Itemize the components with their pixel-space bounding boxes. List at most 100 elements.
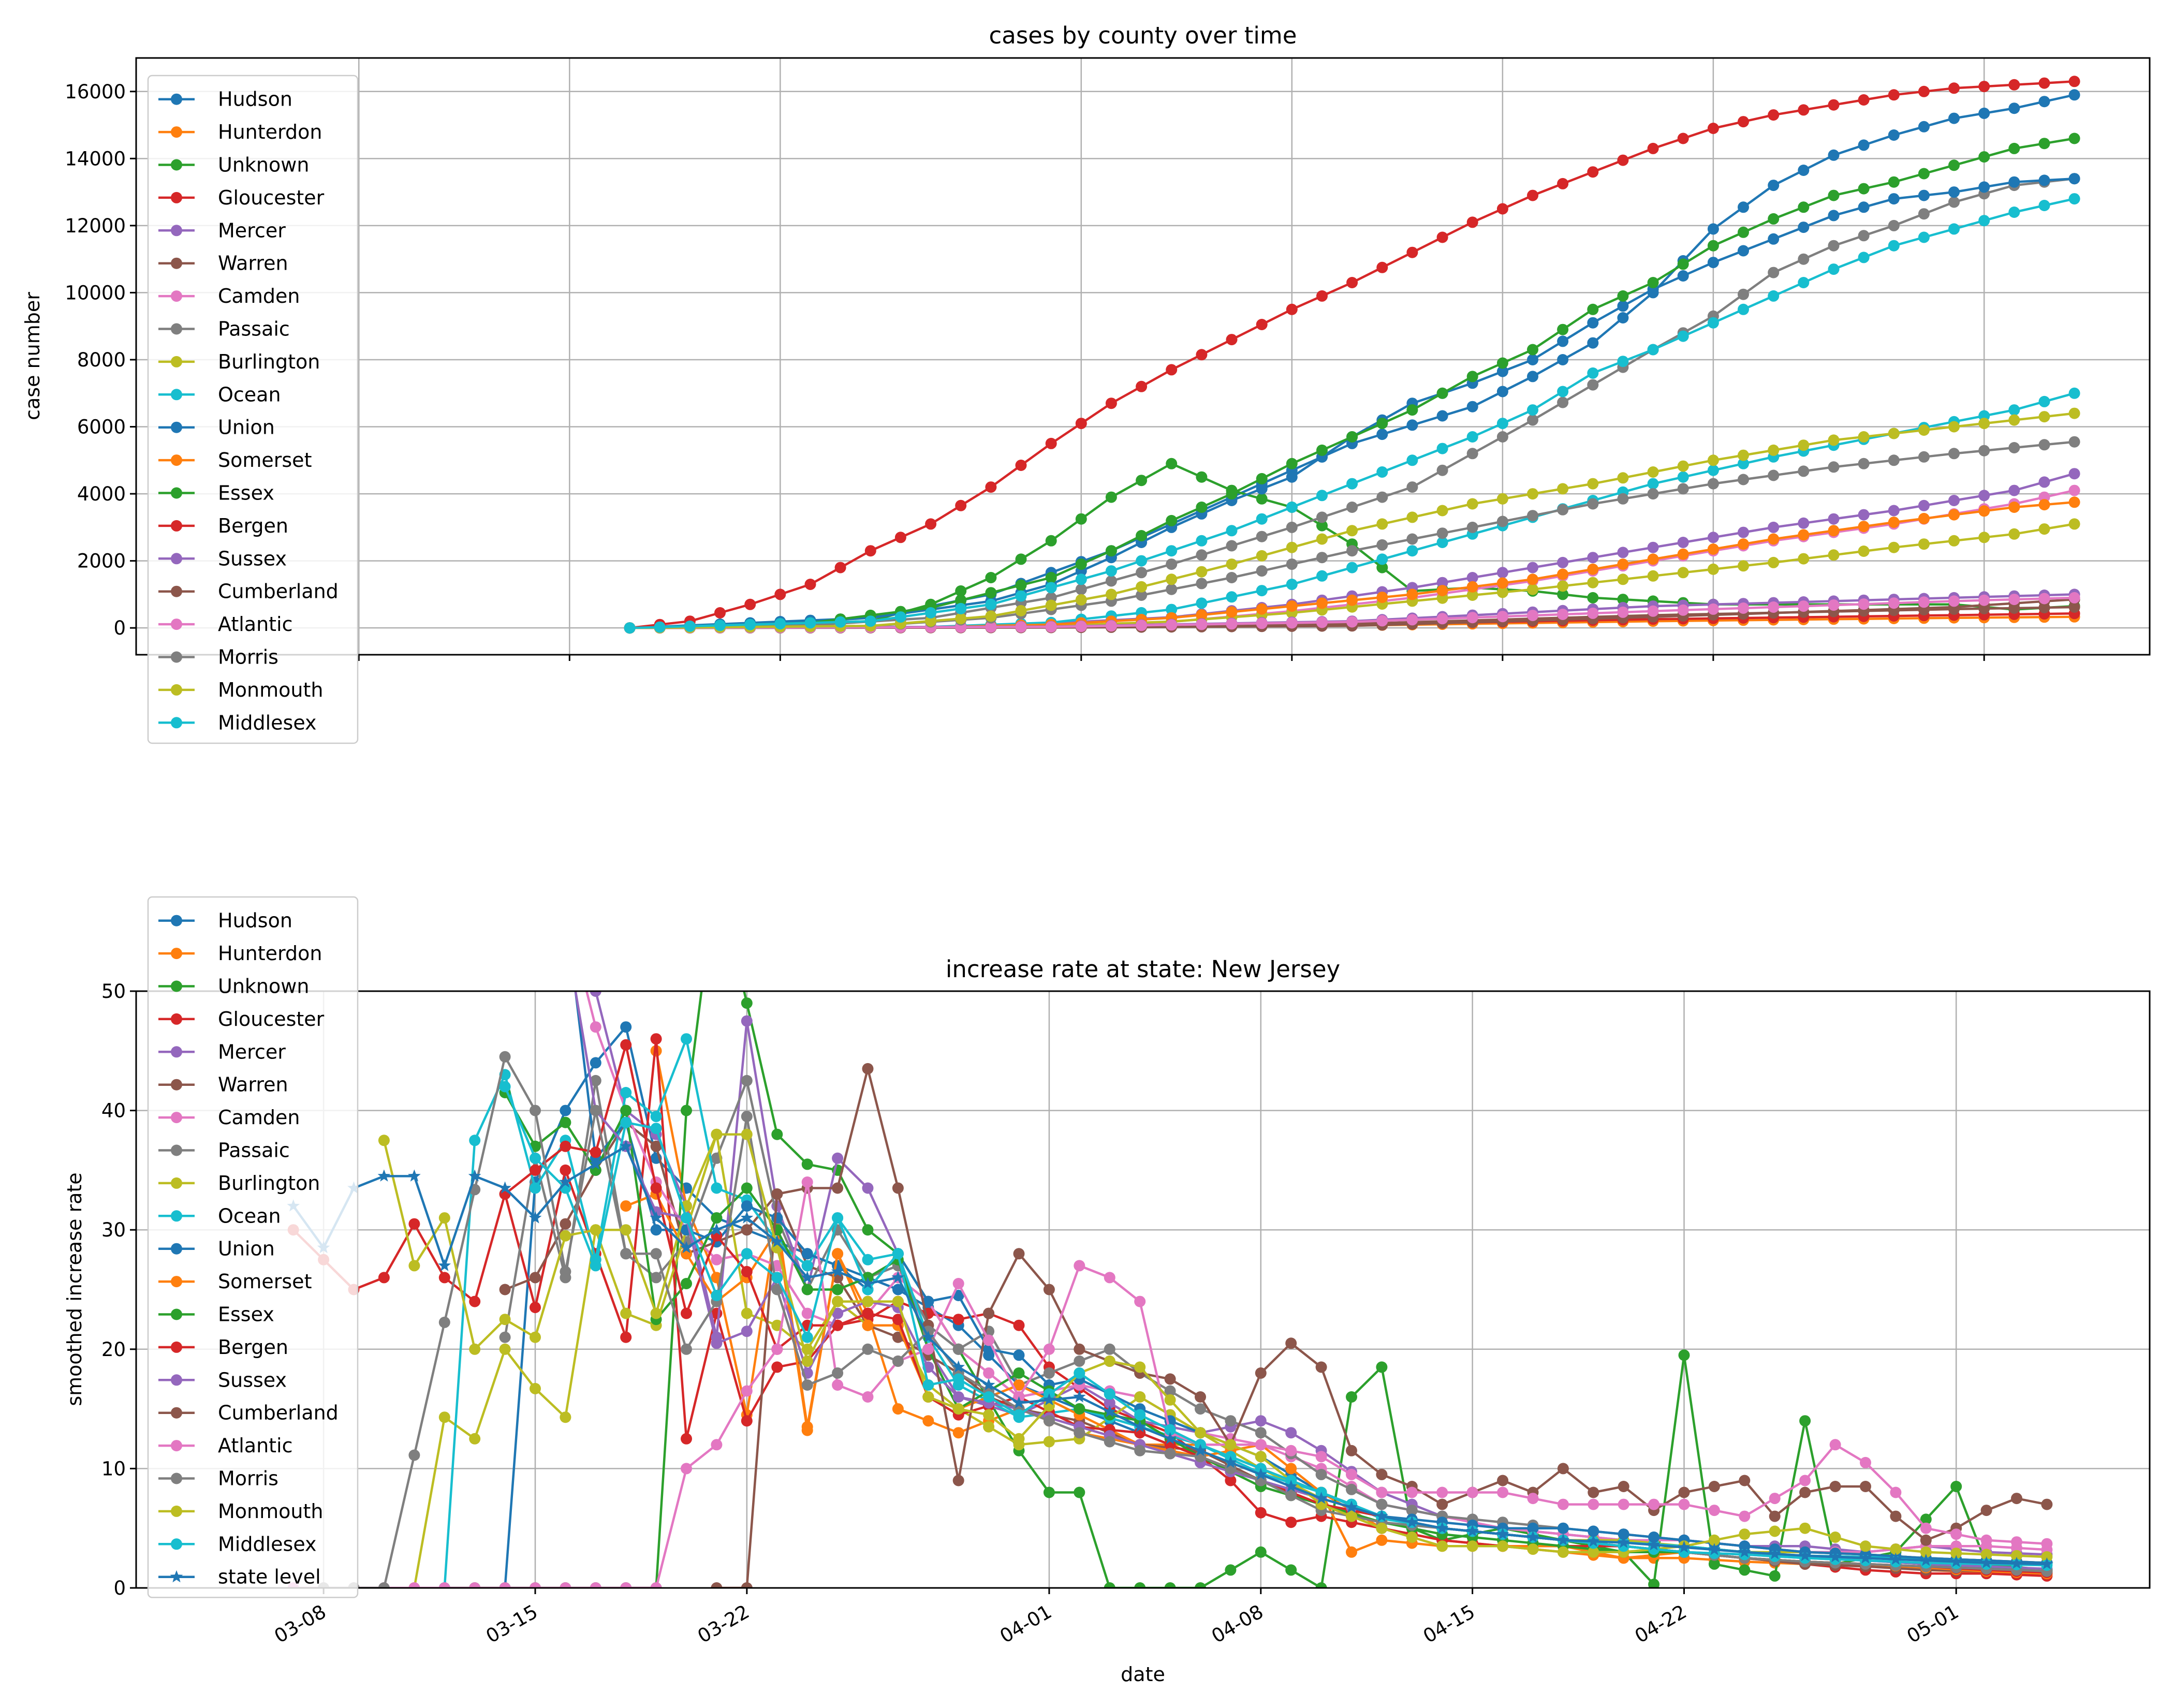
data-point <box>1133 1420 1147 1433</box>
data-point <box>1948 535 1960 547</box>
data-point <box>1739 1564 1751 1576</box>
legend-label: Atlantic <box>218 613 293 636</box>
data-point <box>1286 458 1298 469</box>
data-point <box>1406 511 1418 523</box>
data-point <box>801 1158 813 1170</box>
data-point <box>499 1081 511 1093</box>
data-point <box>1105 588 1117 600</box>
y-tick-label: 16000 <box>65 81 126 103</box>
legend-label: Cumberland <box>218 580 339 603</box>
legend-marker <box>171 290 182 302</box>
data-point <box>1948 186 1960 198</box>
series-line <box>324 1055 2047 1588</box>
legend-entry: Mercer <box>158 1040 286 1063</box>
data-point <box>620 1248 632 1260</box>
x-tick-label: 04-01 <box>996 1600 1055 1647</box>
y-tick-label: 4000 <box>77 483 126 505</box>
data-point <box>1436 387 1448 399</box>
data-point <box>922 1415 934 1427</box>
data-point <box>681 1033 692 1045</box>
data-point <box>650 1248 662 1260</box>
data-point <box>1195 1582 1206 1588</box>
data-point <box>620 1582 632 1588</box>
data-point <box>1226 591 1238 603</box>
legend-entry: Camden <box>158 285 300 307</box>
data-point <box>1196 502 1208 513</box>
data-point <box>1587 317 1599 329</box>
series-hudson <box>499 1021 2053 1588</box>
data-point <box>1739 1475 1751 1486</box>
legend-entry: Bergen <box>158 1336 288 1359</box>
legend-label: Essex <box>218 482 274 505</box>
legend-entry: Monmouth <box>158 679 323 701</box>
data-point <box>1043 1436 1055 1448</box>
data-point <box>1105 565 1117 577</box>
data-point <box>1768 213 1780 225</box>
data-point <box>1647 277 1659 288</box>
legend-entry: Cumberland <box>158 1402 339 1424</box>
data-point <box>1978 181 1990 193</box>
data-point <box>1075 583 1087 595</box>
data-point <box>650 1111 662 1123</box>
legend-marker <box>171 948 182 960</box>
data-point <box>1015 460 1027 471</box>
data-point <box>1015 605 1027 616</box>
data-point <box>771 1272 783 1284</box>
data-point <box>774 588 786 600</box>
legend-entry: Hudson <box>158 88 292 111</box>
data-point <box>985 572 997 583</box>
data-point <box>650 1272 662 1284</box>
data-point <box>952 1475 964 1486</box>
legend-box <box>147 75 359 744</box>
data-point <box>1195 1391 1206 1403</box>
legend-label: Cumberland <box>218 1402 339 1424</box>
data-point <box>1918 451 1930 463</box>
data-point <box>1285 1516 1297 1528</box>
legend-marker <box>171 356 182 367</box>
data-point <box>1918 121 1930 132</box>
data-point <box>1707 223 1719 235</box>
data-point <box>741 1415 753 1427</box>
data-point <box>714 607 726 619</box>
data-point <box>1707 478 1719 490</box>
data-point <box>1888 597 1900 609</box>
data-point <box>560 1105 571 1116</box>
data-point <box>862 1343 874 1355</box>
data-point <box>1858 94 1870 106</box>
data-point <box>560 902 571 914</box>
series-line <box>292 1037 2047 1578</box>
data-point <box>1104 1582 1115 1588</box>
legend-label: Somerset <box>218 449 312 472</box>
data-point <box>741 1265 753 1277</box>
data-point <box>1045 535 1057 547</box>
data-point <box>1587 552 1599 564</box>
data-point <box>1948 159 1960 171</box>
data-point <box>1948 448 1960 460</box>
data-point <box>2010 1556 2023 1569</box>
data-point <box>620 1021 632 1033</box>
legend-label: Hudson <box>218 88 292 111</box>
data-point <box>892 1355 904 1367</box>
data-point <box>1256 483 1268 495</box>
x-tick-label: 03-08 <box>271 1600 330 1647</box>
data-point <box>1617 594 1629 606</box>
data-point <box>1015 590 1027 602</box>
data-point <box>892 1295 904 1307</box>
data-point <box>1376 518 1388 530</box>
data-point <box>1738 526 1749 538</box>
data-point <box>1677 330 1689 342</box>
data-point <box>1346 562 1358 573</box>
legend-entry: Monmouth <box>158 1500 323 1523</box>
data-point <box>1256 473 1268 484</box>
data-point <box>1587 592 1599 603</box>
data-point <box>1527 510 1538 522</box>
data-point <box>1496 203 1508 215</box>
data-point <box>983 1334 995 1346</box>
data-point <box>1587 577 1599 588</box>
data-point <box>832 1295 844 1307</box>
data-point <box>1647 605 1659 617</box>
data-point <box>1677 132 1689 144</box>
legend-entry: Essex <box>158 1303 274 1326</box>
legend-label: Atlantic <box>218 1434 293 1457</box>
data-point <box>1225 1415 1237 1427</box>
